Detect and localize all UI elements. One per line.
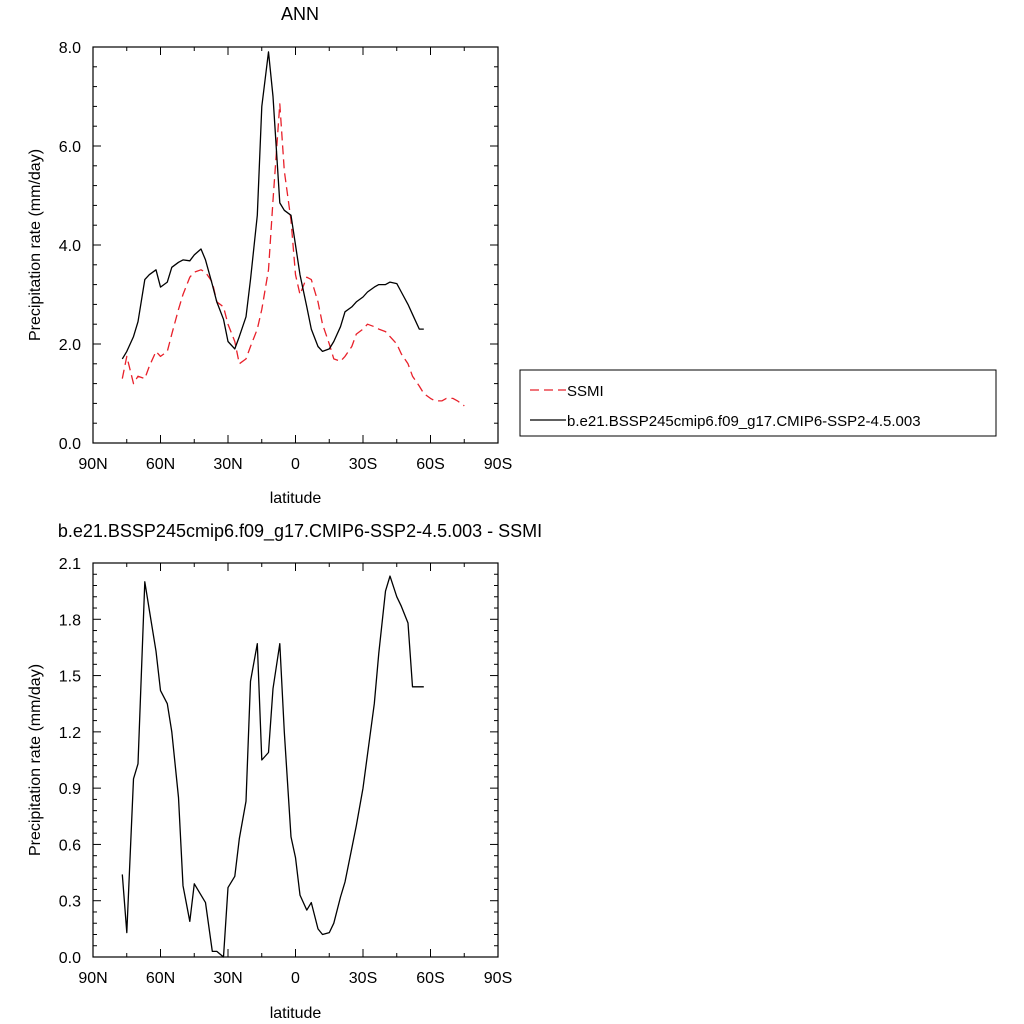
chart-title: ANN bbox=[281, 4, 319, 24]
y-tick-label: 0.0 bbox=[59, 436, 81, 453]
y-tick-label: 2.0 bbox=[59, 337, 81, 354]
legend-label-2: b.e21.BSSP245cmip6.f09_g17.CMIP6-SSP2-4.… bbox=[567, 413, 921, 430]
legend-label-1: SSMI bbox=[567, 383, 604, 400]
plot-frame bbox=[92, 562, 499, 958]
x-tick-label: 90S bbox=[484, 456, 512, 473]
x-axis-label: latitude bbox=[270, 1005, 322, 1022]
legend-box bbox=[519, 369, 997, 437]
x-tick-label: 60S bbox=[416, 456, 444, 473]
y-tick-label: 1.8 bbox=[59, 612, 81, 629]
chart-1: ANN 90N 60N 30N 0 30S 60S 90S 0.0 2.0 4.0 6.0 8.0 lat… bbox=[27, 4, 997, 507]
series-line-2 bbox=[121, 51, 424, 360]
x-tick-label: 60N bbox=[146, 456, 175, 473]
y-axis-label: Precipitation rate (mm/day) bbox=[27, 149, 44, 341]
y-axis-label: Precipitation rate (mm/day) bbox=[27, 664, 44, 856]
legend: SSMI b.e21.BSSP245cmip6.f09_g17.CMIP6-SSP… bbox=[519, 369, 997, 437]
y-tick-label: 6.0 bbox=[59, 139, 81, 156]
y-tick-label: 1.2 bbox=[59, 725, 81, 742]
x-tick-label: 60N bbox=[146, 970, 175, 987]
y-tick-label: 1.5 bbox=[59, 669, 81, 686]
x-tick-label: 90S bbox=[484, 970, 512, 987]
x-tick-label: 30S bbox=[349, 456, 377, 473]
x-tick-label: 30S bbox=[349, 970, 377, 987]
x-tick-label: 30N bbox=[213, 456, 242, 473]
x-tick-label: 0 bbox=[291, 456, 300, 473]
x-tick-label: 90N bbox=[78, 970, 107, 987]
chart-2: b.e21.BSSP245cmip6.f09_g17.CMIP6-SSP2-4.… bbox=[27, 521, 542, 1022]
y-tick-label: 2.1 bbox=[59, 556, 81, 573]
y-tick-label: 0.0 bbox=[59, 950, 81, 967]
x-tick-label: 30N bbox=[213, 970, 242, 987]
y-tick-label: 0.9 bbox=[59, 781, 81, 798]
y-tick-label: 0.6 bbox=[59, 837, 81, 854]
x-axis-label: latitude bbox=[270, 490, 322, 507]
x-tick-label: 0 bbox=[291, 970, 300, 987]
chart-title: b.e21.BSSP245cmip6.f09_g17.CMIP6-SSP2-4.… bbox=[58, 521, 542, 542]
x-tick-label: 90N bbox=[78, 456, 107, 473]
series-line-1 bbox=[121, 103, 465, 407]
x-tick-label: 60S bbox=[416, 970, 444, 987]
y-tick-label: 0.3 bbox=[59, 894, 81, 911]
y-tick-label: 4.0 bbox=[59, 238, 81, 255]
y-tick-label: 8.0 bbox=[59, 40, 81, 57]
series-line-1 bbox=[121, 575, 424, 958]
